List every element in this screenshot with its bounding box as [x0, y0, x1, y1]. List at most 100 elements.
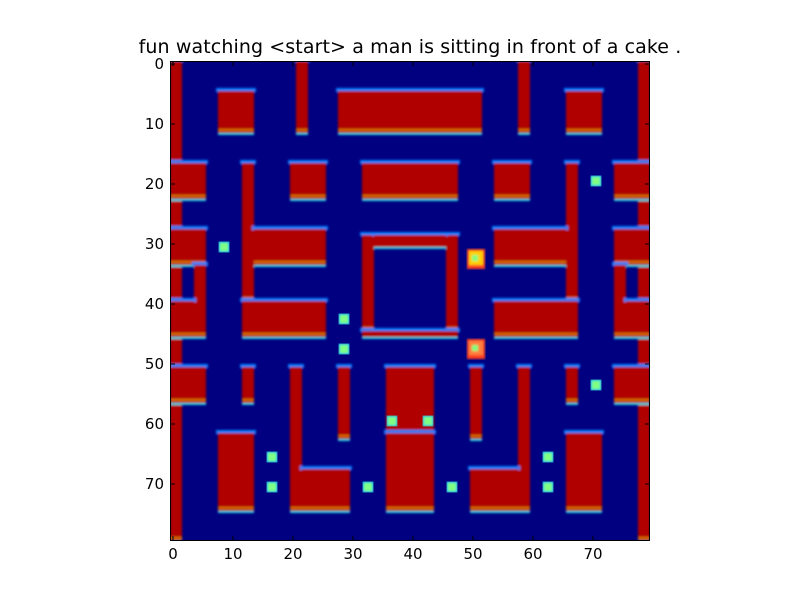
wall-top-edge — [384, 430, 436, 434]
wall-warm-edge — [494, 195, 530, 197]
wall-warm-edge — [626, 333, 650, 335]
wall-warm-edge — [494, 333, 578, 335]
x-tick-label: 40 — [403, 545, 423, 563]
maze-wall — [296, 61, 308, 133]
wall-warm-edge — [170, 537, 182, 539]
wall-top-edge — [240, 364, 256, 368]
y-tick-label: 20 — [144, 175, 164, 193]
x-tick-label: 60 — [523, 545, 543, 563]
maze-wall — [254, 229, 326, 265]
maze-wall — [566, 163, 578, 301]
y-tick-label: 50 — [144, 355, 164, 373]
wall-top-edge — [240, 298, 328, 302]
power-pellet — [266, 451, 278, 463]
wall-top-edge — [516, 364, 532, 368]
maze-wall — [494, 163, 530, 199]
wall-top-edge — [336, 364, 352, 368]
y-tick-label: 30 — [144, 235, 164, 253]
maze-wall — [218, 433, 254, 511]
maze-wall — [566, 433, 602, 511]
wall-warm-edge — [470, 435, 482, 437]
maze-wall — [170, 301, 194, 337]
wall-warm-edge — [566, 399, 578, 401]
wall-warm-edge — [566, 507, 602, 509]
wall-top-edge — [170, 364, 208, 368]
power-pellet — [362, 481, 374, 493]
wall-warm-edge — [638, 537, 650, 539]
wall-warm-edge — [254, 261, 326, 263]
maze-wall — [302, 469, 350, 511]
pacman-sprite — [467, 249, 485, 269]
maze-wall — [446, 235, 458, 331]
wall-warm-edge — [290, 507, 302, 509]
power-pellet — [590, 175, 602, 187]
wall-warm-edge — [290, 195, 326, 197]
wall-warm-edge — [494, 261, 566, 263]
tick-marks — [170, 61, 650, 541]
game-board — [170, 61, 650, 541]
wall-top-edge — [468, 364, 484, 368]
wall-top-edge — [360, 160, 460, 164]
wall-top-edge — [384, 364, 436, 368]
plot-frame — [170, 61, 650, 541]
maze-wall — [170, 229, 206, 265]
x-tick-label: 0 — [168, 545, 178, 563]
wall-top-edge — [216, 430, 256, 434]
wall-warm-edge — [170, 399, 206, 401]
wall-warm-edge — [518, 129, 530, 131]
wall-top-edge — [468, 466, 520, 470]
wall-warm-edge — [362, 195, 458, 197]
wall-warm-edge — [614, 399, 650, 401]
wall-warm-edge — [242, 399, 254, 401]
power-pellet — [386, 415, 398, 427]
maze-wall — [494, 301, 578, 337]
power-pellet — [590, 379, 602, 391]
wall-top-edge — [288, 160, 328, 164]
maze-wall — [386, 433, 434, 511]
wall-warm-edge — [614, 333, 626, 335]
wall-warm-edge — [218, 129, 254, 131]
wall-top-edge — [360, 328, 460, 332]
wall-top-edge — [288, 364, 304, 368]
wall-warm-edge — [170, 195, 206, 197]
wall-warm-edge — [218, 507, 254, 509]
x-tick-label: 70 — [583, 545, 603, 563]
y-tick-label: 40 — [144, 295, 164, 313]
maze-wall — [194, 265, 206, 337]
power-pellet — [218, 241, 230, 253]
wall-top-edge — [300, 466, 352, 470]
wall-top-edge — [612, 226, 650, 230]
wall-warm-edge — [302, 507, 350, 509]
power-pellet — [446, 481, 458, 493]
power-pellet — [338, 343, 350, 355]
x-tick-label: 30 — [343, 545, 363, 563]
wall-warm-edge — [170, 333, 194, 335]
wall-top-edge — [492, 226, 568, 230]
maze-wall — [290, 163, 326, 199]
maze-wall — [338, 367, 350, 439]
y-tick-label: 0 — [154, 55, 164, 73]
maze-wall — [170, 163, 206, 199]
wall-top-edge — [612, 160, 650, 164]
maze-wall — [614, 265, 626, 337]
wall-top-edge — [360, 232, 376, 236]
wall-warm-edge — [470, 507, 518, 509]
wall-warm-edge — [242, 333, 326, 335]
maze-wall — [470, 469, 518, 511]
wall-top-edge — [170, 160, 208, 164]
wall-warm-edge — [296, 129, 308, 131]
power-pellet — [422, 415, 434, 427]
wall-top-edge — [252, 226, 328, 230]
power-pellet — [542, 481, 554, 493]
maze-wall — [218, 91, 254, 133]
x-tick-label: 20 — [283, 545, 303, 563]
wall-top-edge — [564, 364, 580, 368]
maze-wall — [242, 163, 254, 301]
maze-wall — [338, 91, 482, 133]
power-pellet — [266, 481, 278, 493]
x-tick-label: 50 — [463, 545, 483, 563]
maze-wall — [362, 235, 374, 331]
wall-top-edge — [216, 88, 256, 92]
wall-warm-edge — [566, 129, 602, 131]
wall-warm-edge — [338, 435, 350, 437]
